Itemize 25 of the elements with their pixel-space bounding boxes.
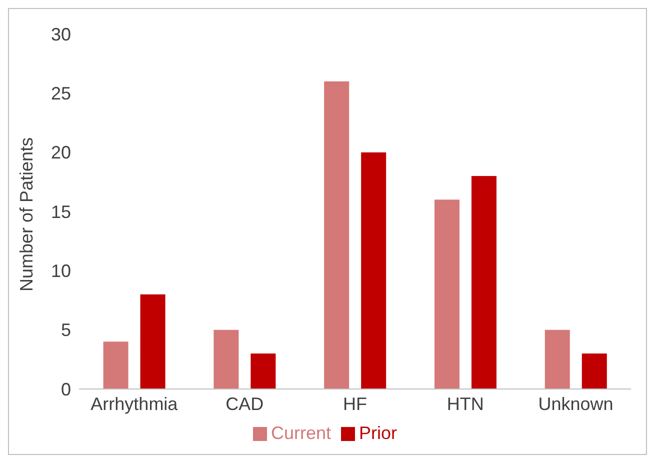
bar — [471, 176, 496, 389]
bar — [582, 354, 607, 389]
x-tick-label: HF — [343, 394, 367, 414]
y-axis-title: Number of Patients — [16, 137, 36, 292]
x-tick-label: Unknown — [538, 394, 614, 414]
legend-label: Current — [270, 423, 331, 443]
x-tick-label: CAD — [226, 394, 264, 414]
y-tick-label: 15 — [50, 202, 71, 222]
y-tick-label: 20 — [50, 142, 71, 163]
bar — [250, 354, 276, 389]
legend-label: Prior — [359, 423, 398, 443]
bar — [434, 200, 460, 389]
y-tick-label: 25 — [50, 84, 71, 104]
x-tick-label: HTN — [446, 394, 484, 414]
bar — [103, 342, 128, 389]
y-tick-label: 0 — [60, 379, 71, 400]
y-tick-label: 10 — [50, 261, 71, 282]
bar — [140, 294, 166, 389]
bar — [361, 152, 386, 389]
y-tick-label: 5 — [60, 320, 71, 340]
x-tick-label: Arrhythmia — [90, 394, 179, 414]
bar — [324, 81, 350, 389]
y-tick-label: 30 — [50, 24, 71, 44]
bar — [214, 330, 239, 389]
bar — [544, 330, 570, 389]
